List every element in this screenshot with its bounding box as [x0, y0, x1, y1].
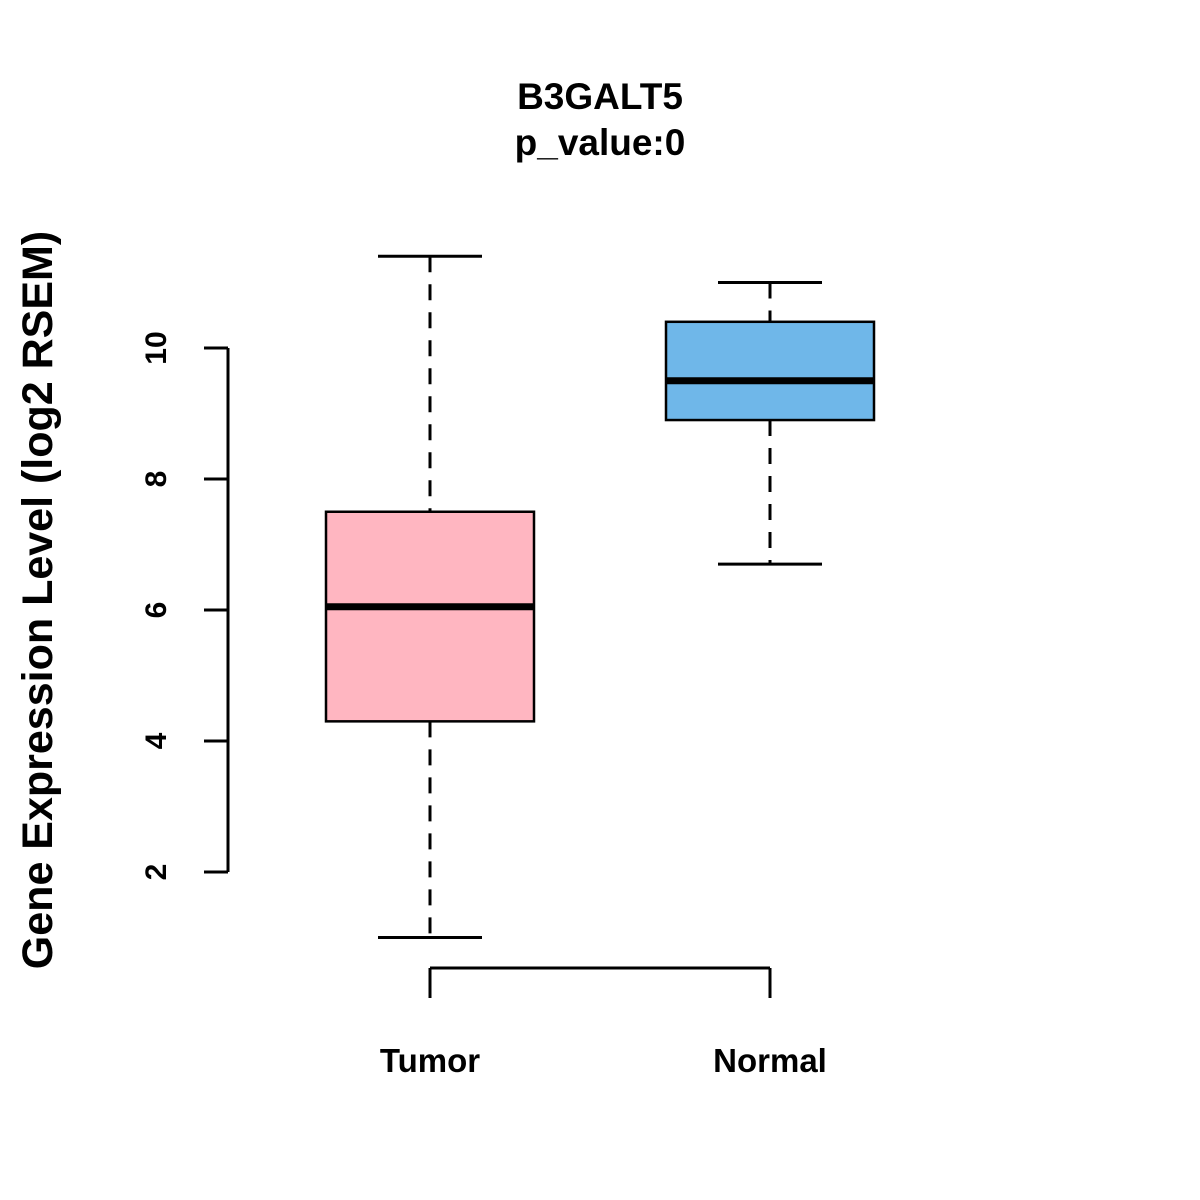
chart-title: B3GALT5	[517, 76, 683, 117]
y-tick-label: 6	[140, 602, 173, 619]
x-category-label-tumor: Tumor	[380, 1042, 480, 1079]
y-tick-label: 10	[140, 331, 173, 364]
box-tumor	[324, 510, 536, 723]
chart-subtitle: p_value:0	[514, 122, 686, 163]
box-normal	[664, 320, 876, 422]
y-tick-label: 2	[140, 864, 173, 881]
y-tick-label: 4	[140, 732, 173, 749]
x-category-label-normal: Normal	[713, 1042, 827, 1079]
y-tick-label: 8	[140, 471, 173, 488]
